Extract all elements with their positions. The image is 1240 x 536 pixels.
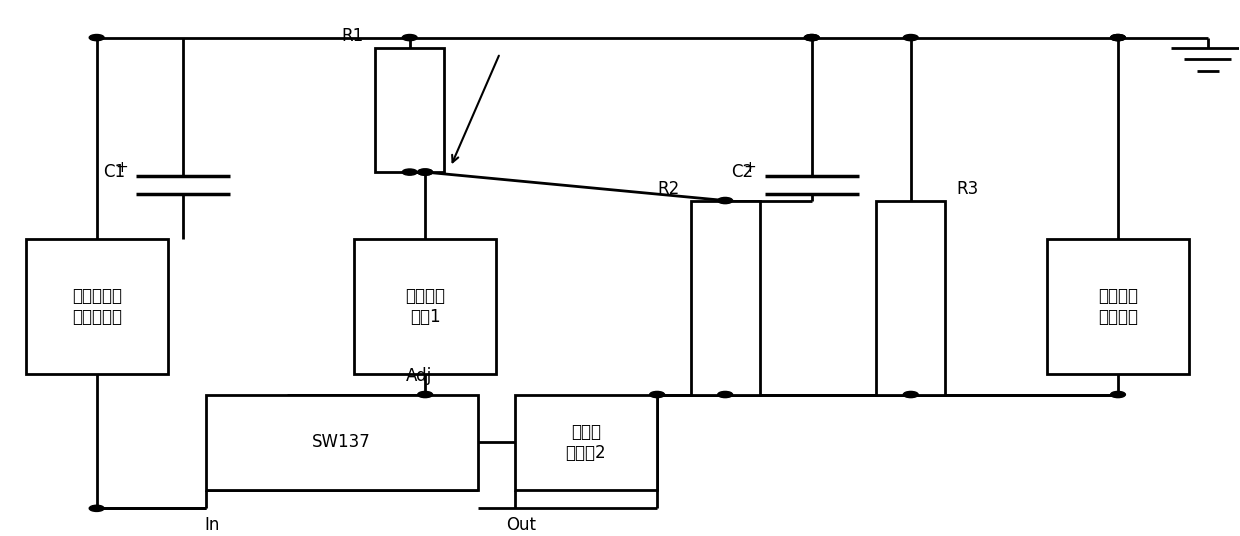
Bar [515,394,657,490]
Circle shape [718,391,733,398]
Text: 输入电源及
其监测电路: 输入电源及 其监测电路 [72,287,123,326]
Circle shape [805,34,820,41]
Circle shape [903,391,918,398]
Text: 输出电压
监测电路: 输出电压 监测电路 [1097,287,1138,326]
Text: R2: R2 [657,180,680,198]
Text: +: + [744,160,756,175]
Bar [1047,240,1189,374]
Circle shape [650,391,665,398]
Bar [691,200,760,394]
Bar [877,200,945,394]
Bar [374,48,444,172]
Circle shape [402,169,417,175]
Circle shape [1111,34,1126,41]
Circle shape [805,34,820,41]
Circle shape [418,169,433,175]
Circle shape [89,34,104,41]
Circle shape [402,34,417,41]
Text: In: In [205,516,219,534]
Circle shape [89,505,104,511]
Text: R3: R3 [956,180,978,198]
Text: 电流采集
电路1: 电流采集 电路1 [405,287,445,326]
Bar [353,240,496,374]
Text: Adj: Adj [405,367,432,385]
Circle shape [1111,34,1126,41]
Text: C2: C2 [732,163,754,181]
Bar [206,394,477,490]
Circle shape [418,169,433,175]
Text: +: + [115,160,128,175]
Text: C1: C1 [103,163,125,181]
Text: 电流采
集电路2: 电流采 集电路2 [565,423,606,462]
Text: R1: R1 [342,27,363,46]
Circle shape [1111,391,1126,398]
Circle shape [718,197,733,204]
Circle shape [903,34,918,41]
Circle shape [418,391,433,398]
Text: SW137: SW137 [312,434,371,451]
Bar [26,240,169,374]
Text: Out: Out [506,516,536,534]
